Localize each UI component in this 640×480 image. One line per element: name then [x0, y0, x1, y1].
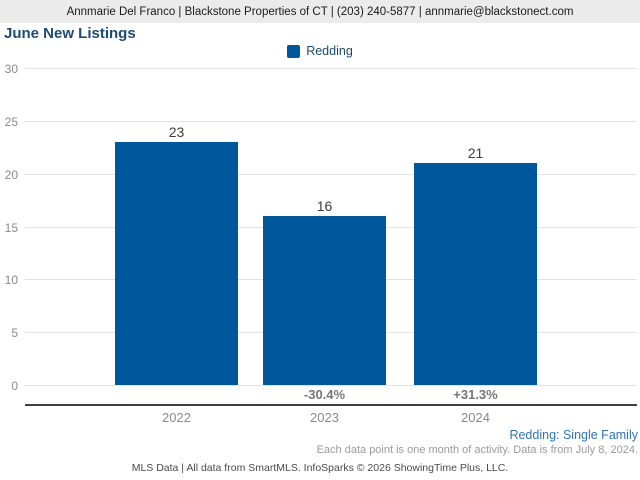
- bar-value-label: 16: [316, 197, 333, 214]
- bar-value-label: 23: [168, 123, 185, 140]
- attribution-line: MLS Data | All data from SmartMLS. InfoS…: [131, 462, 509, 474]
- y-tick-label: 15: [4, 220, 18, 235]
- y-tick-label: 20: [4, 167, 18, 182]
- data-caption: Each data point is one month of activity…: [316, 444, 638, 456]
- bar-group-2022: 23: [115, 68, 238, 385]
- header-contact-bar: Annmarie Del Franco | Blackstone Propert…: [0, 0, 640, 23]
- change-label-2023: -30.4%: [303, 387, 346, 402]
- x-tick-2024: 2024: [461, 410, 490, 425]
- y-tick-label: 30: [4, 62, 18, 76]
- series-note: Redding: Single Family: [509, 428, 638, 442]
- x-tick-2023: 2023: [310, 410, 339, 425]
- gridline: 25: [5, 115, 637, 129]
- page-title: June New Listings: [4, 25, 136, 42]
- y-tick-label: 25: [4, 114, 18, 129]
- x-tick-2022: 2022: [162, 410, 191, 425]
- x-axis: -30.4% +31.3% 2022 2023 2024: [25, 385, 637, 425]
- change-label-2024: +31.3%: [453, 387, 498, 402]
- bar-group-2023: 16: [263, 68, 386, 385]
- legend-swatch-icon: [287, 44, 301, 58]
- bar-2023[interactable]: [263, 215, 386, 385]
- x-axis-line: [25, 404, 637, 406]
- gridline: 0: [11, 379, 637, 393]
- bar-value-label: 21: [467, 145, 484, 162]
- bar-2024[interactable]: [414, 163, 537, 385]
- contact-line: Annmarie Del Franco | Blackstone Propert…: [66, 5, 574, 18]
- legend-label: Redding: [306, 44, 353, 58]
- legend-item-redding[interactable]: Redding: [287, 44, 353, 58]
- gridline: 30: [5, 62, 637, 76]
- legend: Redding: [0, 44, 640, 58]
- gridline: 20: [5, 168, 637, 182]
- bar-2022[interactable]: [115, 141, 238, 385]
- bar-group-2024: 21: [414, 68, 537, 385]
- y-tick-label: 0: [11, 379, 18, 393]
- y-tick-label: 10: [4, 273, 18, 288]
- plot-area: 30 25 20 15 10 5 0 23 16 21: [5, 62, 637, 393]
- y-tick-label: 5: [11, 326, 18, 341]
